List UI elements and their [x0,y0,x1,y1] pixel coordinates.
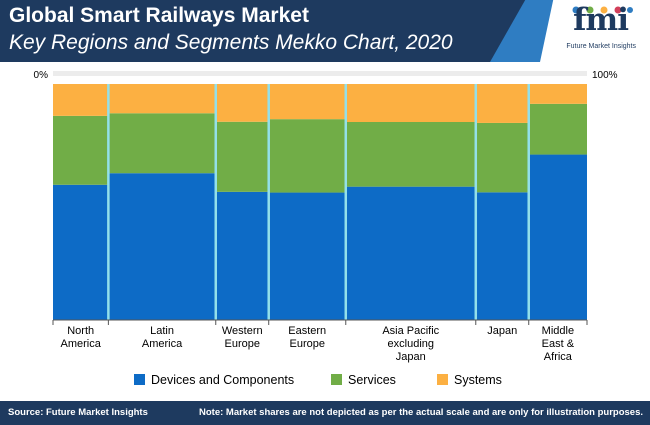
segment-devices-and-components-0 [53,184,109,320]
segment-services-4 [345,121,476,187]
category-label: Western [222,325,263,337]
source-note: Source: Future Market Insights [8,407,148,418]
category-label: America [142,338,183,350]
segment-devices-and-components-4 [345,186,476,320]
logo-subtext: Future Market Insights [566,43,636,50]
legend-swatch [331,374,342,385]
category-label: Middle [542,325,574,337]
mekko-chart: 0% 100%NorthAmericaLatinAmericaWesternEur… [34,70,618,387]
segment-services-0 [53,115,109,185]
legend-label: Devices and Components [151,373,294,387]
category-label: Japan [396,351,426,363]
axis-right-label: 100% [592,70,618,81]
segment-systems-5 [475,84,529,123]
chart-title: Global Smart Railways Market [9,4,309,27]
segment-systems-4 [345,84,476,122]
axis-left-label: 0% [34,70,49,81]
chart-subtitle: Key Regions and Segments Mekko Chart, 20… [9,31,453,54]
category-label: Japan [487,325,517,337]
category-label: Europe [224,338,259,350]
legend-label: Systems [454,373,502,387]
segment-systems-3 [268,84,346,120]
category-label: East & [542,338,575,350]
category-label: Europe [289,338,324,350]
legend-swatch [437,374,448,385]
segment-systems-0 [53,84,109,116]
category-label: Africa [544,351,573,363]
category-label: Latin [150,325,174,337]
segment-systems-1 [108,84,216,114]
segment-systems-6 [528,84,587,104]
segment-services-5 [475,122,529,193]
category-label: America [61,338,102,350]
segment-devices-and-components-3 [268,192,346,320]
segment-devices-and-components-6 [528,154,587,320]
logo-people-icon [572,6,633,14]
segment-services-3 [268,119,346,193]
legend-swatch [134,374,145,385]
legend-label: Services [348,373,396,387]
category-label: North [67,325,94,337]
header-banner: Global Smart Railways Market Key Regions… [0,0,650,62]
footer-bar: Source: Future Market Insights Note: Mar… [0,401,650,425]
category-label: Eastern [288,325,326,337]
category-label: excluding [388,338,434,350]
segment-services-6 [528,103,587,155]
segment-services-1 [108,113,216,174]
segment-devices-and-components-5 [475,192,529,320]
segment-devices-and-components-2 [215,191,269,320]
segment-systems-2 [215,84,269,122]
segment-devices-and-components-1 [108,173,216,320]
percent-scale-track [53,71,587,76]
disclaimer-note: Note: Market shares are not depicted as … [199,407,643,418]
category-label: Asia Pacific [382,325,439,337]
logo: fmi [573,2,629,38]
segment-services-2 [215,121,269,192]
